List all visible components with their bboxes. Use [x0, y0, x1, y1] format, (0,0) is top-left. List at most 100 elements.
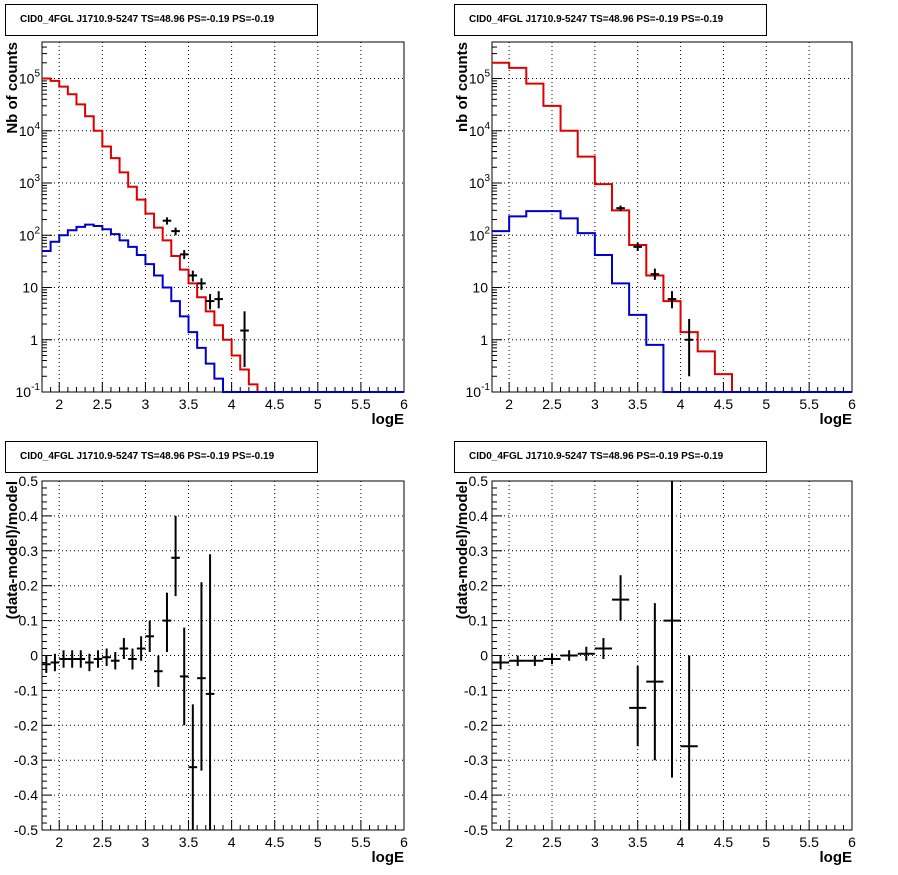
x-tick-label: 3: [142, 396, 150, 412]
x-tick-label: 6: [400, 834, 408, 850]
y-tick-label: -0.1: [14, 682, 38, 698]
x-tick-label: 2.5: [542, 834, 562, 850]
x-tick-label: 5.5: [351, 834, 371, 850]
y-tick-exponent: 3: [34, 173, 40, 184]
series-line-source-model: [42, 223, 404, 393]
tick-labels: 2 2.5 3 3.5 4 4.5 5 5.5 6 -0.5 -0.4 -0.3 -0.2 -0.1 0 0.…: [464, 473, 856, 850]
y-tick-label: 1: [30, 332, 38, 348]
x-tick-label: 3.5: [628, 834, 648, 850]
y-tick-label: 104: [19, 121, 41, 139]
data-point: [612, 575, 630, 621]
x-tick-label: 6: [848, 834, 856, 850]
data-points: [492, 481, 698, 830]
x-axis-label: logE: [372, 849, 405, 866]
y-tick-base: 10: [469, 227, 485, 243]
y-tick-base: 10: [469, 175, 485, 191]
x-tick-label: 5.5: [351, 396, 371, 412]
x-tick-label: 5: [314, 834, 322, 850]
data-point: [154, 655, 163, 687]
x-tick-label: 2.5: [93, 396, 113, 412]
x-tick-label: 2.5: [93, 834, 113, 850]
y-tick-exponent: 4: [34, 121, 40, 132]
y-tick-label: 104: [469, 121, 491, 139]
x-tick-label: 3.5: [179, 396, 199, 412]
x-tick-label: 2: [505, 396, 513, 412]
data-point: [205, 554, 215, 830]
data-point: [577, 646, 595, 661]
data-point: [240, 311, 249, 368]
y-tick-label: 0.4: [19, 508, 39, 524]
data-point: [67, 650, 77, 668]
x-tick-label: 4: [228, 396, 236, 412]
y-tick-label: 0.3: [469, 543, 489, 559]
data-point: [526, 655, 544, 666]
data-point: [110, 652, 120, 670]
data-point: [492, 655, 510, 670]
grid-lines: [42, 480, 405, 831]
y-tick-exponent: 2: [484, 225, 490, 236]
y-tick-label: 0: [480, 648, 488, 664]
y-tick-exponent: -1: [481, 382, 490, 393]
data-point: [633, 242, 642, 251]
data-point: [188, 270, 198, 282]
y-tick-label: -0.4: [464, 787, 488, 803]
x-tick-label: 4.5: [714, 396, 734, 412]
data-point: [616, 205, 625, 212]
panel-title-residuals-right: CID0_4FGL J1710.9-5247 TS=48.96 PS=-0.19…: [454, 441, 767, 473]
y-tick-label: 0.1: [469, 613, 489, 629]
y-tick-label: 0.3: [19, 543, 39, 559]
data-point: [136, 636, 146, 661]
y-tick-label: 103: [19, 173, 41, 191]
x-tick-label: 5: [314, 396, 322, 412]
data-point: [128, 648, 137, 670]
y-axis-label: Nb of counts: [4, 42, 21, 134]
y-tick-label: -0.3: [14, 752, 38, 768]
x-tick-label: 4: [228, 834, 236, 850]
data-point: [119, 638, 129, 659]
panel-counts-left: 2 2.5 3 3.5 4 4.5 5 5.5 610-1110102103104105logE…: [4, 41, 408, 428]
y-tick-label: -0.2: [464, 717, 488, 733]
y-axis-label: (data-model)/model: [4, 481, 21, 619]
y-tick-label: -0.2: [14, 717, 38, 733]
y-tick-label: 10: [22, 280, 38, 296]
y-tick-exponent: -1: [31, 382, 40, 393]
tick-labels: 2 2.5 3 3.5 4 4.5 5 5.5 6 -0.5 -0.4 -0.3 -0.2 -0.1 0 0.…: [14, 473, 408, 850]
axis-ticks: [41, 480, 405, 831]
y-tick-label: 0.5: [19, 473, 39, 489]
data-point: [50, 653, 60, 672]
x-tick-label: 5.5: [799, 834, 819, 850]
y-tick-exponent: 3: [484, 173, 490, 184]
panel-counts-right: 2 2.5 3 3.5 4 4.5 5 5.5 610-1110102103104105logE…: [454, 41, 857, 428]
data-point: [85, 653, 94, 672]
y-tick-base: 10: [469, 71, 485, 87]
x-axis-label: logE: [820, 411, 853, 428]
y-tick-base: 10: [19, 227, 35, 243]
axis-ticks: [491, 480, 853, 831]
y-tick-base: 10: [16, 384, 32, 400]
data-point: [509, 655, 527, 666]
x-tick-label: 4.5: [265, 396, 285, 412]
y-tick-label: -0.5: [14, 822, 38, 838]
y-tick-exponent: 4: [484, 121, 490, 132]
y-tick-label: 102: [469, 225, 491, 243]
x-tick-label: 3: [591, 396, 599, 412]
panel-title-counts-right: CID0_4FGL J1710.9-5247 TS=48.96 PS=-0.19…: [454, 4, 767, 36]
x-tick-label: 2: [505, 834, 513, 850]
x-tick-label: 3: [591, 834, 599, 850]
data-point: [646, 603, 664, 761]
y-tick-base: 10: [19, 71, 35, 87]
data-point: [560, 650, 578, 661]
data-point: [684, 318, 694, 377]
y-tick-exponent: 5: [34, 69, 40, 80]
data-point: [188, 704, 198, 830]
x-tick-label: 2: [55, 834, 63, 850]
y-tick-base: 10: [469, 123, 485, 139]
y-tick-label: 105: [19, 69, 41, 87]
x-tick-label: 5: [762, 834, 770, 850]
y-axis-label: nb of counts: [454, 42, 471, 132]
y-tick-label: 10-1: [16, 382, 41, 400]
panel-residuals-left: 2 2.5 3 3.5 4 4.5 5 5.5 6 -0.5 -0.4 -0.3 -0.2 -0.1 0 0.…: [4, 473, 408, 866]
data-points: [42, 515, 215, 830]
y-tick-label: 102: [19, 225, 41, 243]
